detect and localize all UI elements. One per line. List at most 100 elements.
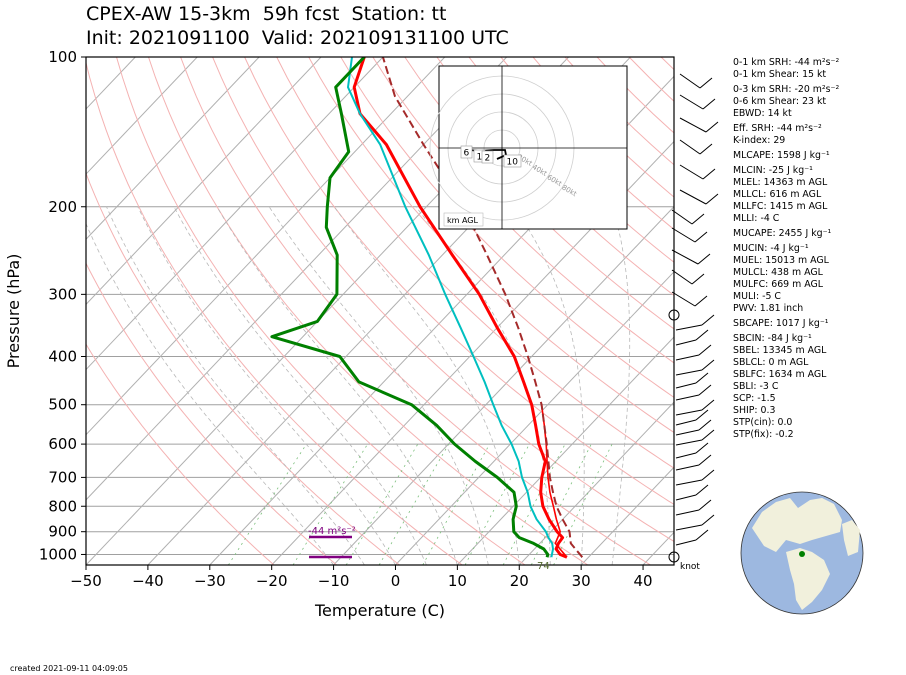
dry-adiabat (86, 343, 275, 565)
knot-label: knot (680, 562, 700, 572)
x-axis-label: Temperature (C) (314, 601, 445, 620)
hodograph-units-label: km AGL (447, 216, 479, 225)
index-item: PWV: 1.81 inch (733, 303, 804, 314)
y-tick-label: 100 (48, 48, 77, 66)
index-item: MUEL: 15013 m AGL (733, 255, 829, 266)
index-item: MULCL: 438 m AGL (733, 267, 823, 278)
wind-barb-feather (701, 514, 715, 526)
isotherm-line (86, 57, 446, 436)
wind-barb (675, 339, 697, 346)
index-item: 0-1 km SRH: -44 m²s⁻² (733, 57, 840, 68)
dry-adiabat (340, 57, 674, 399)
isotherm-line (457, 336, 674, 565)
mixing-ratio-line (378, 443, 450, 565)
x-tick-label: −40 (132, 572, 164, 590)
y-tick-label: 700 (48, 468, 77, 486)
moist-adiabat (86, 222, 334, 565)
index-item: STP(fix): -0.2 (733, 429, 794, 440)
y-tick-label: 600 (48, 435, 77, 453)
mixing-ratio-line (422, 443, 491, 565)
plot-frame (85, 56, 675, 566)
wind-barb-feather (701, 429, 715, 441)
hodograph-height-label: 2 (485, 154, 491, 164)
index-item: MLEL: 14363 m AGL (733, 177, 828, 188)
wind-barb (675, 382, 697, 389)
wind-barb (675, 524, 703, 531)
wind-barb-feather (698, 454, 712, 466)
index-item: MLCAPE: 1598 J kg⁻¹ (733, 150, 830, 161)
moist-adiabat (106, 206, 365, 565)
y-axis-label: Pressure (hPa) (4, 254, 23, 369)
wind-barb-feather (701, 469, 715, 481)
wind-barb-feather (695, 372, 709, 384)
wind-barb-feather (699, 77, 713, 89)
wind-barb (671, 269, 693, 285)
dry-adiabat (244, 57, 674, 506)
isotherm-line (86, 57, 322, 306)
wind-barb-feather (691, 213, 705, 225)
wind-barb (675, 324, 703, 331)
moist-adiabat (173, 206, 427, 565)
isotherm-line (395, 271, 674, 565)
wind-barb-feather (695, 442, 709, 454)
wind-barb (675, 509, 700, 516)
wind-barb-feather (701, 314, 715, 326)
index-item: EBWD: 14 kt (733, 108, 792, 119)
wind-barb-feather (702, 168, 716, 180)
wind-barb (679, 189, 707, 205)
y-tick-label: 900 (48, 523, 77, 541)
wind-barb (679, 117, 707, 133)
chart-title: CPEX-AW 15-3km 59h fcst Station: tt (86, 3, 447, 25)
isotherm-line (86, 57, 384, 371)
wind-barb (671, 227, 696, 243)
indices-panel: 0-1 km SRH: -44 m²s⁻² 0-1 km Shear: 15 k… (733, 57, 839, 441)
y-tick-label: 300 (48, 285, 77, 303)
dry-adiabat (276, 57, 674, 469)
wind-barb (675, 394, 700, 401)
index-item: MLLFC: 1415 m AGL (733, 201, 828, 212)
wind-barb-feather (701, 399, 715, 411)
mixing-ratio-line (228, 443, 307, 565)
hodograph-height-label: 10 (507, 158, 519, 168)
dry-adiabat (404, 57, 674, 330)
x-tick-label: 0 (391, 572, 401, 590)
index-item: SCP: -1.5 (733, 393, 776, 404)
wind-barb-feather (705, 193, 719, 205)
wind-barb-feather (702, 98, 716, 110)
index-item: SBCAPE: 1017 J kg⁻¹ (733, 318, 829, 329)
x-tick-label: 20 (510, 572, 529, 590)
wind-barb (671, 291, 696, 307)
moist-adiabat (611, 206, 631, 565)
x-tick-label: −30 (194, 572, 226, 590)
wind-barb (675, 452, 697, 459)
x-tick-label: 30 (572, 572, 591, 590)
index-item: MULFC: 669 m AGL (733, 279, 823, 290)
wind-barb-feather (698, 384, 712, 396)
y-tick-label: 500 (48, 396, 77, 414)
wind-barb-feather (695, 529, 709, 541)
wind-barb (679, 94, 704, 110)
x-tick-label: −50 (70, 572, 102, 590)
hodograph-height-box (481, 150, 494, 164)
dewpoint-profile (270, 57, 550, 558)
calm-wind-marker (668, 551, 680, 563)
hodograph-height-box (503, 154, 522, 168)
hodograph-height-label: 6 (464, 149, 470, 159)
hodograph-units-box (443, 212, 484, 227)
mixing-ratio-line (292, 443, 368, 565)
index-item: MLCIN: -25 J kg⁻¹ (733, 165, 813, 176)
index-item: SBLI: -3 C (733, 381, 779, 392)
x-tick-label: 40 (634, 572, 653, 590)
wind-barb-feather (705, 121, 719, 133)
wind-barb-feather (694, 295, 708, 307)
index-item: MUCIN: -4 J kg⁻¹ (733, 243, 809, 254)
wind-barb-feather (695, 409, 709, 421)
dry-adiabat (180, 57, 651, 565)
index-item: 0-1 km Shear: 15 kt (733, 69, 827, 80)
srh-label: -44 m²s⁻² (308, 526, 356, 537)
hodograph-height-label: 1 (477, 153, 483, 163)
x-tick-label: 10 (448, 572, 467, 590)
y-tick-label: 800 (48, 497, 77, 515)
mixing-ratio-line (553, 443, 613, 565)
